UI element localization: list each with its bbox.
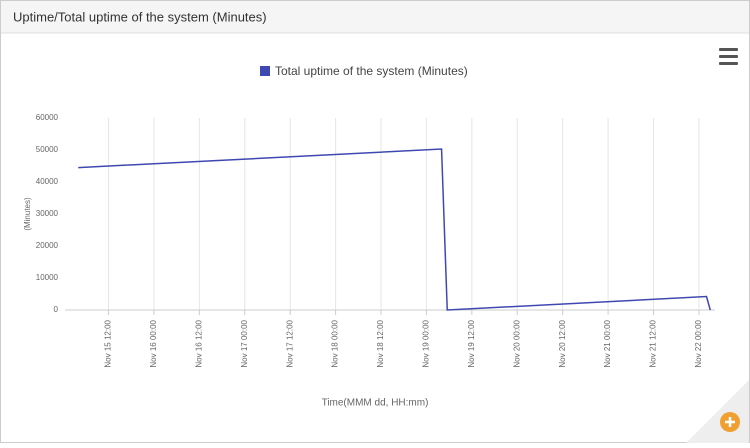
x-axis-label: Time(MMM dd, HH:mm) — [322, 398, 429, 409]
x-tick-label: Nov 17 00:00 — [240, 319, 249, 367]
series-line — [78, 148, 711, 311]
y-tick-label: 60000 — [36, 113, 59, 122]
zoom-button[interactable] — [720, 412, 740, 432]
y-tick-label: 40000 — [36, 177, 59, 186]
x-tick-label: Nov 18 12:00 — [376, 319, 385, 367]
y-tick-label: 50000 — [36, 145, 59, 154]
legend-label: Total uptime of the system (Minutes) — [275, 64, 468, 78]
menu-bar — [719, 55, 738, 58]
y-tick-label: 30000 — [36, 209, 59, 218]
x-tick-label: Nov 19 00:00 — [422, 319, 431, 367]
panel-title: Uptime/Total uptime of the system (Minut… — [13, 9, 267, 24]
y-tick-label: 20000 — [36, 241, 59, 250]
x-tick-label: Nov 16 12:00 — [194, 319, 203, 367]
menu-bar — [719, 48, 738, 51]
x-tick-label: Nov 21 12:00 — [649, 319, 658, 367]
x-tick-label: Nov 16 00:00 — [149, 319, 158, 367]
y-axis-label: (Minutes) — [23, 197, 32, 231]
menu-bar — [719, 62, 738, 65]
x-tick-label: Nov 19 12:00 — [467, 319, 476, 367]
panel-header — [1, 1, 749, 33]
x-tick-label: Nov 20 00:00 — [512, 319, 521, 367]
y-tick-label: 0 — [54, 305, 59, 314]
x-tick-label: Nov 15 12:00 — [104, 319, 113, 367]
y-tick-label: 10000 — [36, 273, 59, 282]
x-tick-label: Nov 22 00:00 — [694, 319, 703, 367]
zoom-plus — [725, 417, 735, 427]
x-tick-label: Nov 21 00:00 — [603, 319, 612, 367]
x-tick-label: Nov 17 12:00 — [285, 319, 294, 367]
x-tick-label: Nov 18 00:00 — [331, 319, 340, 367]
menu-icon[interactable] — [719, 48, 738, 65]
legend-swatch — [260, 66, 270, 76]
x-tick-label: Nov 20 12:00 — [558, 319, 567, 367]
